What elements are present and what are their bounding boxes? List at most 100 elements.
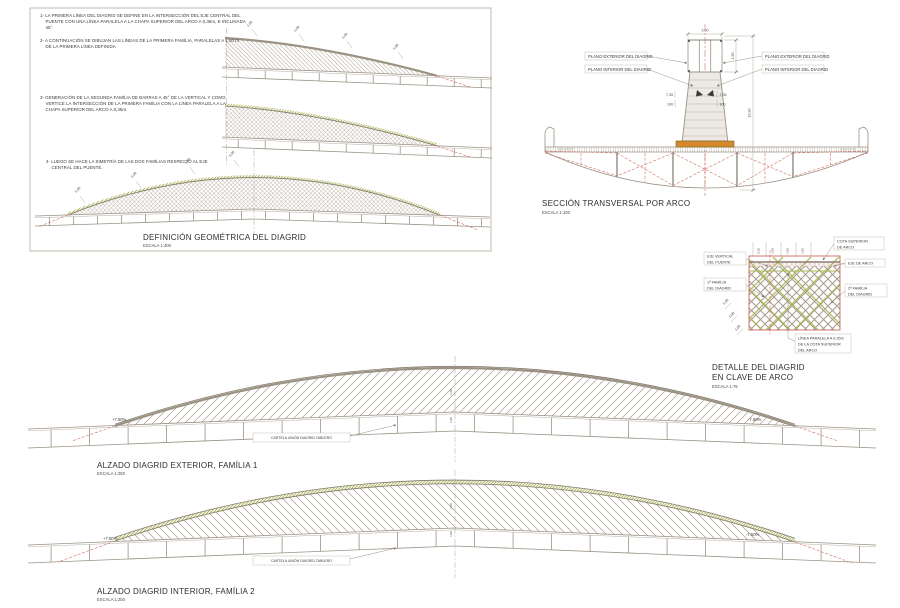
label-plano-exterior-right: PLANO EXTERIOR DEL DIAGRID (722, 51, 830, 64)
elevation2-title: ALZADO DIAGRID INTERIOR, FAMÍLIA 2 (97, 587, 255, 596)
diagram-step-1-2: 1,00 1,00 1,00 1,00 (221, 20, 493, 97)
elevation1-title: ALZADO DIAGRID EXTERIOR, FAMÍLIA 1 (97, 461, 258, 470)
dim-100: 1,00 (293, 25, 301, 33)
svg-text:2,00: 2,00 (702, 29, 709, 33)
interior-plane-arrow-right (707, 90, 714, 97)
deck-c (34, 208, 491, 228)
slope-right-label: -7.50% (748, 417, 762, 422)
svg-text:1,00: 1,00 (449, 531, 453, 537)
svg-text:1,50: 1,50 (731, 53, 735, 60)
detail-diagonal-dims: 1,00 1,00 1,00 (722, 298, 744, 336)
dim-top-height: 1,50 (724, 38, 739, 74)
note-3: 3- GENERACIÓN DE LA SEGUNDA FAMÍLIA DE B… (40, 95, 226, 112)
deck-b (221, 136, 493, 159)
svg-text:1,00: 1,00 (449, 417, 453, 423)
svg-text:1,00: 1,00 (449, 503, 453, 509)
diagram-step-3 (221, 98, 493, 165)
dim-100: 1,00 (246, 20, 254, 28)
note-1: 1- LA PRIMERA LÍNEA DEL DIAGRID SE DEFIN… (40, 13, 246, 30)
arch-green-band (67, 175, 441, 216)
label-familia2: 2ª FAMÍLIA DEL DIAGRID (830, 283, 888, 304)
detail-title-2: EN CLAVE DE ARCO (712, 373, 793, 382)
dim-100: 1,00 (341, 32, 349, 40)
panel-border (29, 7, 492, 252)
dim-100: 1,00 (392, 43, 400, 51)
svg-text:0,35: 0,35 (757, 248, 761, 254)
deck-braces (544, 150, 869, 187)
svg-text:PLANO INTERIOR DEL DIAGRID: PLANO INTERIOR DEL DIAGRID (588, 67, 651, 72)
svg-text:1ª FAMÍLIA: 1ª FAMÍLIA (707, 281, 727, 285)
elevation1-scale: ESCALA 1:250 (97, 471, 126, 476)
dim-100: 1,00 (74, 186, 82, 194)
detail-top-dims: 0,35 1,00 1,00 1,00 (752, 242, 812, 257)
label-plano-interior-left: PLANO INTERIOR DEL DIAGRID (584, 64, 694, 87)
note-4: 4- LUEGO SE HACE LA SIMETRÍA DE LAS DOS … (46, 159, 208, 170)
svg-text:1,00: 1,00 (786, 248, 790, 254)
svg-text:1,00: 1,00 (722, 298, 730, 306)
dim-total-height: 10,30 (724, 34, 756, 192)
cartela-callout: CARTELA UNIÓN DIAGRID-TABLERO (252, 424, 397, 443)
arch-bearing-pad (675, 140, 735, 148)
dim-top-width: 2,00 (686, 29, 724, 40)
svg-text:1,00: 1,00 (449, 389, 453, 395)
barrier-left (544, 126, 555, 147)
svg-text:PLANO INTERIOR DEL DIAGRID: PLANO INTERIOR DEL DIAGRID (765, 67, 828, 72)
svg-text:EJE VERTICAL: EJE VERTICAL (707, 255, 734, 259)
svg-text:1,00: 1,00 (734, 324, 742, 332)
arch-green-band (114, 480, 796, 543)
svg-text:DE ARCO: DE ARCO (837, 246, 854, 250)
dim-100: 1,00 (228, 150, 236, 158)
detail-boundary (748, 255, 841, 331)
deck-bottom-curve (544, 151, 869, 189)
detail-hatch (749, 257, 840, 330)
deck-circles (557, 148, 856, 151)
svg-text:CARTELA UNIÓN DIAGRID-TABLERO: CARTELA UNIÓN DIAGRID-TABLERO (271, 435, 332, 440)
pylon-rungs (683, 79, 727, 137)
dim-100: 1,00 (184, 157, 192, 165)
svg-text:PLANO EXTERIOR DEL DIAGRID: PLANO EXTERIOR DEL DIAGRID (588, 54, 653, 59)
detail-scale: ESCALA 1:75 (712, 384, 738, 389)
svg-text:7,35: 7,35 (720, 93, 727, 97)
dim-100: 1,00 (130, 171, 138, 179)
svg-text:100: 100 (720, 103, 726, 107)
svg-text:2ª FAMÍLIA: 2ª FAMÍLIA (848, 287, 868, 291)
barrier-right (858, 126, 869, 147)
definition-scale: ESCALA 1:400 (143, 243, 172, 248)
dim-side-left: 7,35 100 (666, 91, 676, 107)
svg-text:DEL PUENTE: DEL PUENTE (707, 261, 731, 265)
arch-hatch-both-families (225, 106, 437, 146)
deck-elevation1 (27, 411, 877, 449)
svg-text:7,35: 7,35 (666, 93, 673, 97)
label-plano-exterior-left: PLANO EXTERIOR DEL DIAGRID (584, 51, 688, 64)
note-2: 2- A CONTINUACIÓN SE DIBUJAN LAS LÍNEAS … (40, 38, 239, 49)
slope-right-label: -7.50% (746, 532, 760, 537)
svg-text:EJE DE ARCO: EJE DE ARCO (848, 262, 873, 266)
arch-green-band (224, 103, 438, 147)
detail-title-1: DETALLE DEL DIAGRID (712, 363, 805, 372)
svg-text:CARTELA UNIÓN DIAGRID-TABLERO: CARTELA UNIÓN DIAGRID-TABLERO (271, 558, 332, 563)
slope-left-label: +7.50% (103, 536, 118, 541)
label-plano-interior-right: PLANO INTERIOR DEL DIAGRID (716, 64, 828, 87)
svg-text:1,00: 1,00 (801, 248, 805, 254)
cartela-callout: CARTELA UNIÓN DIAGRID-TABLERO (252, 547, 397, 566)
svg-text:DEL DIAGRID: DEL DIAGRID (707, 287, 731, 291)
arch-pylon (681, 71, 729, 142)
cross-section-view: 2,00 1,50 10,30 7,35 100 7,35 100 PLANO (542, 24, 869, 215)
svg-text:LÍNEA PARALELA A 0,35m: LÍNEA PARALELA A 0,35m (798, 337, 844, 341)
deck-a (221, 66, 493, 89)
svg-text:DEL DIAGRID: DEL DIAGRID (848, 293, 872, 297)
detail-view: 0,35 1,00 1,00 1,00 1,00 1,00 1,00 COTA … (703, 236, 888, 389)
svg-text:1,00: 1,00 (771, 248, 775, 254)
arch-hatch-family1 (225, 38, 437, 76)
label-eje-vertical: EJE VERTICAL DEL PUENTE (703, 251, 769, 267)
deck-slab (545, 147, 868, 152)
svg-text:1,00: 1,00 (728, 311, 736, 319)
svg-text:DE LA COTA SUPERIOR: DE LA COTA SUPERIOR (798, 343, 841, 347)
svg-text:PLANO EXTERIOR DEL DIAGRID: PLANO EXTERIOR DEL DIAGRID (765, 54, 830, 59)
label-cota-superior: COTA SUPERIOR DE ARCO (822, 236, 885, 261)
elevation-interior-view: 1,00 1,00 +7.50% -7.50% CARTELA UNIÓN DI… (27, 470, 877, 602)
svg-text:10,30: 10,30 (748, 109, 752, 118)
deck-elevation2 (27, 527, 877, 564)
